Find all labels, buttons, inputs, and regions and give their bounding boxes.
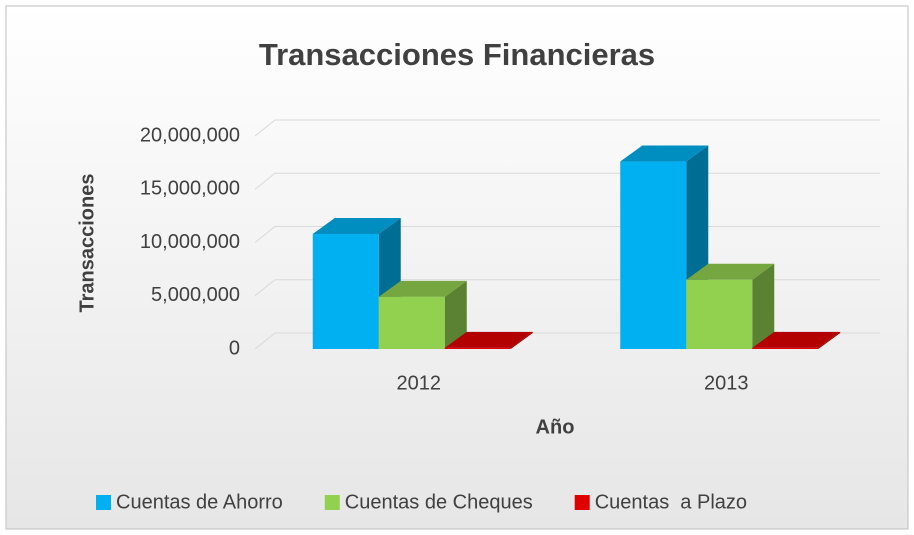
bar [312,233,379,349]
legend-label: Cuentas a Plazo [595,491,747,513]
y-axis-label: Transacciones [76,174,98,313]
grid-line [254,119,880,137]
legend-swatch [96,495,111,510]
bar-top [686,263,775,280]
bar-top [312,217,401,234]
bar-top [752,331,841,348]
bar-top [378,280,467,297]
bar [444,347,511,349]
chart-title: Transacciones Financieras [259,37,655,72]
legend-swatch [324,495,340,510]
bar-side [510,331,533,349]
bar-side [444,280,467,349]
bar-top [620,145,709,162]
y-tick-label: 15,000,000 [140,178,240,200]
x-tick-label: 2012 [397,372,442,394]
legend-label: Cuentas de Cheques [345,491,533,513]
legend-swatch [574,495,590,510]
x-axis-label: Año [536,416,575,438]
y-tick-label: 0 [229,337,240,359]
bar [620,161,687,349]
y-tick-label: 10,000,000 [140,231,240,253]
bar [752,347,819,349]
bar-side [752,263,775,349]
y-tick-label: 20,000,000 [140,124,240,146]
legend-label: Cuentas de Ahorro [116,491,283,513]
y-tick-label: 5,000,000 [151,284,240,306]
bar [686,279,753,349]
x-tick-label: 2013 [704,372,749,394]
bar-top [444,331,533,348]
bar [378,296,445,349]
bar-side [818,331,841,349]
